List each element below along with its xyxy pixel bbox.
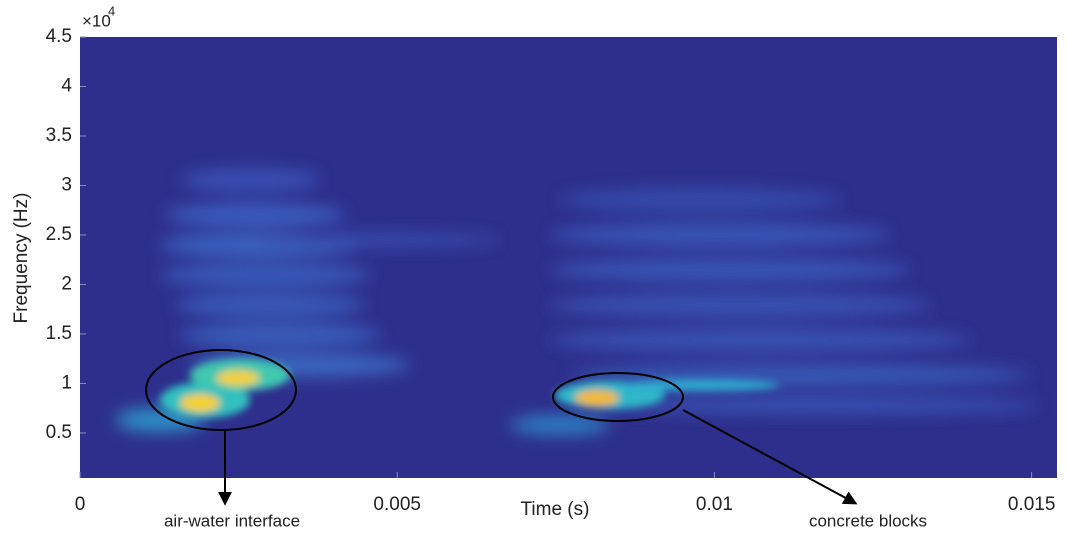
y-multiplier: ×10 [82,11,111,30]
annotation-text: concrete blocks [809,511,927,530]
y-axis-label: Frequency (Hz) [11,193,32,324]
y-tick-label: 4.5 [46,26,72,47]
annotation-ellipse [552,372,684,422]
y-tick-label: 0.5 [46,422,72,443]
y-multiplier-exponent: 4 [108,3,115,18]
x-tick-label: 0 [75,494,86,515]
x-tick-label: 0.01 [696,494,733,515]
y-tick-label: 2.5 [46,224,72,245]
annotation-text: air-water interface [164,511,300,530]
x-tick-label: 0.005 [373,494,421,515]
x-tick-label: 0.015 [1008,494,1056,515]
annotation-ellipse [145,349,297,431]
annotation-arrow [682,409,858,505]
y-tick-label: 2 [61,273,72,294]
y-tick-label: 4 [61,76,72,97]
y-tick-label: 1.5 [46,323,72,344]
y-tick-label: 1 [61,372,72,393]
y-tick-label: 3.5 [46,125,72,146]
x-axis-label: Time (s) [521,499,590,520]
y-tick-label: 3 [61,175,72,196]
spectrogram-image [115,168,1040,435]
